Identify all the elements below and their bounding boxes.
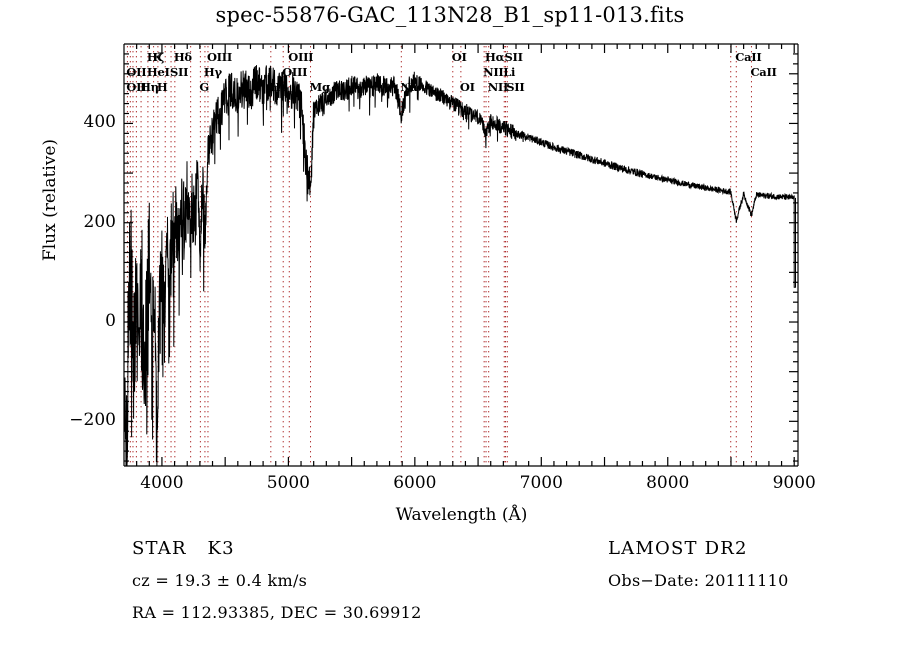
x-tick-label: 5000	[266, 473, 310, 493]
spectral-line-label: OIII	[288, 50, 314, 64]
y-tick-label: 400	[83, 112, 116, 133]
x-tick-label: 9000	[772, 473, 816, 493]
footer-cz: cz = 19.3 ± 0.4 km/s	[132, 571, 308, 590]
spectral-line-label: Li	[503, 65, 516, 79]
spectral-line-label: OIII	[282, 65, 308, 79]
spectral-line-label: Na	[400, 80, 418, 94]
y-tick-label: 200	[83, 211, 116, 232]
x-tick-label: 7000	[519, 473, 563, 493]
spectral-line-label: OI	[459, 80, 475, 94]
y-tick-label: 0	[105, 311, 116, 332]
spectrum-trace	[123, 65, 796, 467]
spectral-line-label: CaII	[735, 50, 762, 64]
spectral-line-label: NII	[487, 80, 509, 94]
spectral-line-label: SII	[506, 80, 525, 94]
spectral-line-label: K	[152, 50, 163, 64]
spectral-line-label: G	[199, 80, 209, 94]
spectral-line-label: Hγ	[203, 65, 222, 79]
spectral-line-label: SII	[504, 50, 523, 64]
spectral-line-label: Hβ	[269, 80, 288, 94]
footer-object-type: STAR K3	[132, 538, 235, 559]
x-axis-label: Wavelength (Å)	[395, 505, 528, 525]
plot-frame	[123, 43, 799, 467]
spectral-line-label: SII	[170, 65, 189, 79]
spectral-line-label: H	[156, 80, 168, 94]
spectral-line-label: NII	[483, 65, 504, 79]
spectral-line-label: HeI	[146, 65, 170, 79]
x-tick-label: 4000	[140, 473, 184, 493]
spectral-line-label: Hζ	[146, 50, 164, 64]
footer-obs-date: Obs−Date: 20111110	[608, 571, 789, 590]
spectral-line-label: Hα	[485, 50, 505, 64]
spectral-line-label: OII	[126, 80, 147, 94]
spectral-line-label: Hη	[140, 80, 159, 94]
x-tick-label: 6000	[393, 473, 437, 493]
footer-survey: LAMOST DR2	[608, 538, 748, 559]
spectral-line-label: Mg	[309, 80, 330, 94]
spectral-line-label: OIII	[206, 50, 232, 64]
footer-coords: RA = 112.93385, DEC = 30.69912	[132, 603, 422, 622]
spectral-line-label: CaII	[750, 65, 777, 79]
spectral-line-label: OI	[451, 50, 467, 64]
spectral-line-label: OII	[126, 65, 147, 79]
y-tick-label: −200	[69, 410, 116, 431]
spectral-line-label: Hδ	[173, 50, 192, 64]
page-title: spec-55876-GAC_113N28_B1_sp11-013.fits	[215, 3, 685, 27]
x-tick-label: 8000	[646, 473, 690, 493]
